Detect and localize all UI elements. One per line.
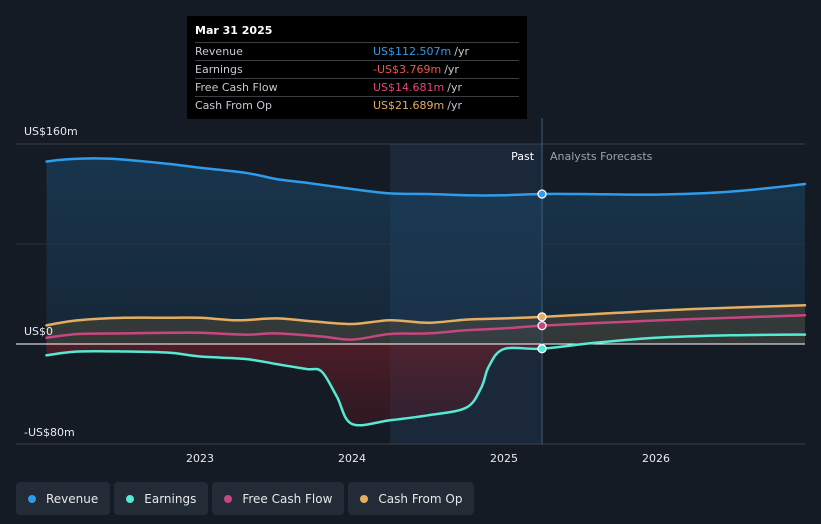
legend-label: Revenue	[46, 491, 99, 506]
y-tick-label: -US$80m	[24, 426, 75, 439]
tooltip-unit: /yr	[454, 45, 469, 58]
series-line-cash-from-op	[45, 304, 807, 327]
x-tick-label: 2024	[338, 452, 366, 465]
legend-dot-icon	[126, 494, 135, 503]
tooltip-label: Free Cash Flow	[195, 81, 278, 94]
legend-item-free-cash-flow[interactable]: Free Cash Flow	[212, 482, 345, 515]
tooltip-unit: /yr	[447, 99, 462, 112]
marker-cash-from-op	[537, 312, 547, 322]
chart-legend: Revenue Earnings Free Cash Flow Cash Fro…	[16, 482, 475, 515]
marker-revenue	[537, 189, 547, 199]
tooltip-value: US$112.507m	[373, 45, 452, 58]
tooltip-row-revenue: Revenue US$112.507m /yr	[195, 42, 519, 60]
tooltip-value: -US$3.769m	[373, 63, 442, 76]
earnings-area	[46, 344, 542, 426]
tooltip-unit: /yr	[444, 63, 459, 76]
revenue-area	[46, 158, 805, 344]
tooltip-row-free-cash-flow: Free Cash Flow US$14.681m /yr	[195, 78, 519, 96]
y-tick-label: US$160m	[24, 125, 78, 138]
past-label: Past	[511, 150, 535, 163]
series-line-revenue	[45, 157, 807, 197]
tooltip-row-cash-from-op: Cash From Op US$21.689m /yr	[195, 96, 519, 114]
hover-tooltip: Mar 31 2025 Revenue US$112.507m /yr Earn…	[187, 16, 527, 119]
legend-dot-icon	[224, 494, 233, 503]
tooltip-unit: /yr	[447, 81, 462, 94]
legend-item-revenue[interactable]: Revenue	[16, 482, 111, 515]
x-tick-label: 2026	[642, 452, 670, 465]
tooltip-label: Cash From Op	[195, 99, 273, 112]
tooltip-label: Revenue	[195, 45, 243, 58]
marker-free-cash-flow	[537, 320, 547, 331]
legend-label: Free Cash Flow	[242, 491, 333, 506]
tooltip-date: Mar 31 2025	[195, 24, 273, 37]
legend-dot-icon	[28, 494, 36, 503]
marker-earnings	[537, 344, 547, 354]
legend-item-earnings[interactable]: Earnings	[114, 482, 209, 515]
tooltip-row-earnings: Earnings -US$3.769m /yr	[195, 60, 519, 78]
x-tick-label: 2025	[490, 452, 518, 465]
forecast-label: Analysts Forecasts	[550, 150, 653, 163]
series-line-earnings	[45, 333, 807, 427]
series-line-free-cash-flow	[45, 314, 807, 341]
tooltip-value: US$21.689m	[373, 99, 445, 112]
legend-label: Cash From Op	[378, 491, 463, 506]
x-tick-label: 2023	[186, 452, 214, 465]
y-tick-label: US$0	[24, 325, 53, 338]
legend-dot-icon	[360, 494, 369, 503]
legend-label: Earnings	[144, 491, 197, 506]
tooltip-value: US$14.681m	[373, 81, 445, 94]
tooltip-label: Earnings	[195, 63, 243, 76]
legend-item-cash-from-op[interactable]: Cash From Op	[348, 482, 475, 515]
